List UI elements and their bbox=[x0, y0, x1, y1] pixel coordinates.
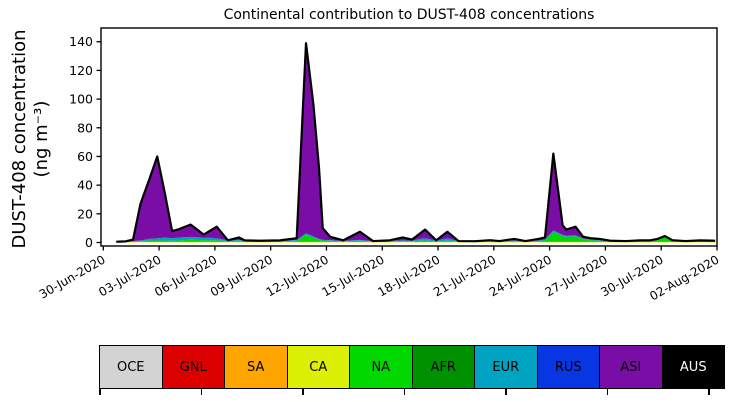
x-tick-label: 06-Jul-2020 bbox=[152, 252, 219, 299]
x-tick-label: 09-Jul-2020 bbox=[208, 252, 275, 299]
x-tick-label: 30-Jun-2020 bbox=[37, 252, 108, 301]
y-tick-label: 40 bbox=[77, 178, 93, 193]
y-tick-label: 100 bbox=[69, 92, 93, 107]
legend-axis-tick bbox=[606, 389, 608, 395]
total-outline bbox=[116, 42, 716, 243]
x-tick-label: 18-Jul-2020 bbox=[375, 252, 442, 299]
legend-item-sa: SA bbox=[225, 346, 288, 388]
x-tick-label: 27-Jul-2020 bbox=[543, 252, 610, 299]
legend-axis-tick bbox=[708, 389, 710, 395]
chart-title: Continental contribution to DUST-408 con… bbox=[223, 7, 595, 23]
x-tick-label: 21-Jul-2020 bbox=[431, 252, 498, 299]
axes-box bbox=[100, 27, 718, 247]
x-tick-label: 24-Jul-2020 bbox=[487, 252, 554, 299]
legend-item-aus: AUS bbox=[662, 346, 724, 388]
legend-axis-tick bbox=[403, 389, 405, 395]
legend-axis-tick bbox=[302, 389, 304, 395]
legend-item-eur: EUR bbox=[475, 346, 538, 388]
legend-colorbar: OCE GNL SA CA NA AFR EUR RUS ASI AUS bbox=[99, 345, 725, 389]
legend-item-gnl: GNL bbox=[162, 346, 225, 388]
y-tick-label: 60 bbox=[77, 149, 93, 164]
x-tick-label: 03-Jul-2020 bbox=[96, 252, 163, 299]
legend-item-afr: AFR bbox=[412, 346, 475, 388]
legend-item-asi: ASI bbox=[600, 346, 663, 388]
area-na bbox=[116, 231, 716, 243]
plot-area: 0 20 40 60 80 100 120 140 30-Jun-202003-Jul-2020… bbox=[37, 27, 722, 303]
legend-item-oce: OCE bbox=[100, 346, 163, 388]
x-tick-label: 12-Jul-2020 bbox=[264, 252, 331, 299]
y-tick-label: 20 bbox=[77, 206, 93, 221]
legend-item-rus: RUS bbox=[537, 346, 600, 388]
y-tick-label: 140 bbox=[69, 34, 93, 49]
legend-axis-tick bbox=[99, 389, 101, 395]
legend-item-na: NA bbox=[350, 346, 413, 388]
area-asi bbox=[116, 43, 716, 242]
y-tick-label: 80 bbox=[77, 120, 93, 135]
legend-axis-tick bbox=[505, 389, 507, 395]
x-tick-label: 15-Jul-2020 bbox=[319, 252, 386, 299]
y-tick-label: 0 bbox=[85, 235, 93, 250]
legend-item-ca: CA bbox=[287, 346, 350, 388]
legend-axis-tick bbox=[200, 389, 202, 395]
area-ca bbox=[116, 241, 716, 243]
y-tick-label: 120 bbox=[69, 63, 93, 78]
